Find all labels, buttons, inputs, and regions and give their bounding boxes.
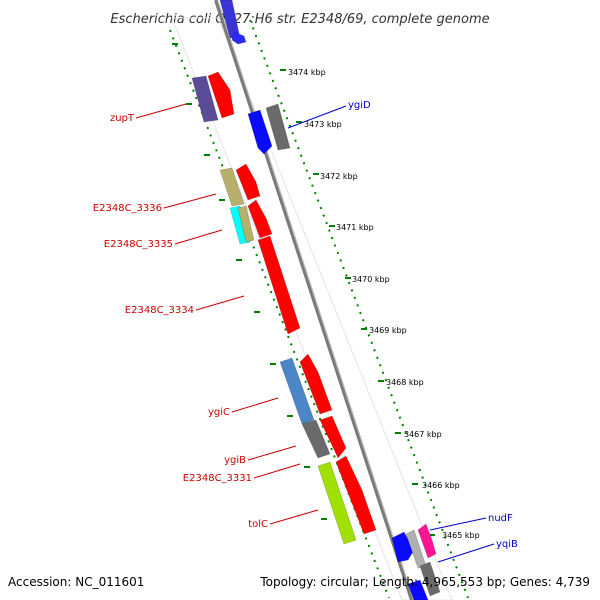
label-leader-line bbox=[174, 229, 223, 245]
gene-label-zupt[interactable]: zupT bbox=[110, 113, 135, 124]
label-leader-line bbox=[195, 295, 245, 311]
gene-label-ygid[interactable]: ygiD bbox=[348, 100, 371, 111]
label-leader-line bbox=[269, 509, 319, 525]
gene-label-ygic[interactable]: ygiC bbox=[208, 407, 230, 418]
gene-feature[interactable] bbox=[317, 461, 357, 545]
gene-feature[interactable] bbox=[237, 205, 255, 243]
backbone-highlight bbox=[217, 0, 414, 600]
gene-feature[interactable] bbox=[417, 523, 437, 559]
gene-feature[interactable] bbox=[247, 199, 273, 239]
tick-label: 3471 kbp bbox=[336, 223, 374, 232]
left-gene-labels: zupT E2348C_3336 E2348C_3335 E2348C_3334… bbox=[93, 103, 319, 530]
tick-label: 3467 kbp bbox=[404, 430, 442, 439]
backbone-line bbox=[214, 0, 414, 600]
label-leader-line bbox=[437, 543, 495, 563]
gene-label-e2348c-3331[interactable]: E2348C_3331 bbox=[183, 473, 252, 484]
tick-label: 3470 kbp bbox=[352, 275, 390, 284]
label-leader-line bbox=[247, 445, 297, 461]
gene-label-ygib[interactable]: ygiB bbox=[224, 455, 246, 466]
gene-label-yqib[interactable]: yqiB bbox=[496, 539, 518, 550]
tick-label: 3474 kbp bbox=[288, 68, 326, 77]
gene-label-tolc[interactable]: tolC bbox=[248, 519, 268, 530]
gene-feature[interactable] bbox=[231, 31, 247, 45]
gene-feature[interactable] bbox=[279, 357, 315, 425]
gene-feature[interactable] bbox=[301, 419, 331, 459]
gene-feature[interactable] bbox=[191, 75, 219, 123]
gene-feature[interactable] bbox=[265, 103, 291, 151]
gene-feature[interactable] bbox=[319, 415, 347, 459]
gene-feature[interactable] bbox=[219, 167, 245, 207]
gene-feature[interactable] bbox=[235, 163, 261, 201]
gene-label-e2348c-3336[interactable]: E2348C_3336 bbox=[93, 203, 162, 214]
gene-feature[interactable] bbox=[419, 561, 441, 597]
right-gene-labels: ygiD nudF yqiB bbox=[287, 100, 518, 563]
tick-label: 3466 kbp bbox=[422, 481, 460, 490]
ruler-inner bbox=[169, 29, 390, 599]
gene-label-e2348c-3334[interactable]: E2348C_3334 bbox=[125, 305, 194, 316]
gene-feature[interactable] bbox=[299, 353, 333, 415]
ruler-tick-labels: 3474 kbp 3473 kbp 3472 kbp 3471 kbp 3470… bbox=[288, 68, 480, 540]
label-leader-line bbox=[253, 463, 301, 479]
gene-feature[interactable] bbox=[335, 455, 377, 535]
map-title: Escherichia coli O127:H6 str. E2348/69, … bbox=[110, 12, 489, 27]
label-leader-line bbox=[429, 517, 487, 531]
topology-text: Topology: circular; Length: 4,965,553 bp… bbox=[259, 575, 590, 589]
tick-label: 3469 kbp bbox=[369, 326, 407, 335]
gene-features bbox=[191, 0, 441, 600]
gene-feature[interactable] bbox=[257, 235, 301, 335]
label-leader-line bbox=[163, 193, 217, 209]
tick-label: 3465 kbp bbox=[442, 531, 480, 540]
gene-feature[interactable] bbox=[407, 579, 429, 600]
tick-label: 3473 kbp bbox=[304, 120, 342, 129]
label-leader-line bbox=[135, 103, 187, 119]
gene-feature[interactable] bbox=[207, 71, 235, 119]
gene-feature[interactable] bbox=[391, 531, 415, 563]
accession-text: Accession: NC_011601 bbox=[8, 575, 144, 589]
tick-label: 3472 kbp bbox=[320, 172, 358, 181]
tick-label: 3468 kbp bbox=[386, 378, 424, 387]
gene-label-e2348c-3335[interactable]: E2348C_3335 bbox=[104, 239, 173, 250]
gene-feature[interactable] bbox=[247, 109, 273, 155]
label-leader-line bbox=[287, 105, 347, 129]
label-leader-line bbox=[231, 397, 279, 413]
gene-label-nudf[interactable]: nudF bbox=[488, 513, 513, 524]
